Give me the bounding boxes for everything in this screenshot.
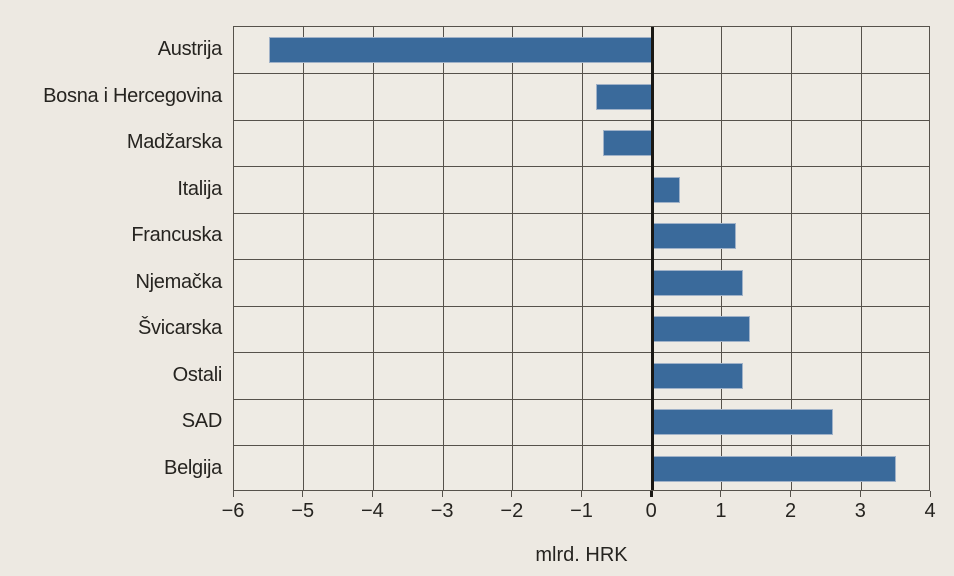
tick-mark-3 xyxy=(859,491,861,497)
tick-mark-0 xyxy=(649,491,653,497)
gridline-x--2 xyxy=(512,27,514,490)
bar-ostali xyxy=(652,362,743,389)
row-separator xyxy=(234,305,929,307)
row-separator xyxy=(234,352,929,353)
category-label-austrija: Austrija xyxy=(157,38,223,61)
tick-label-3: 3 xyxy=(854,500,866,522)
tick-mark--1 xyxy=(581,491,582,497)
tick-mark--2 xyxy=(511,491,513,497)
category-label-francuska: Francuska xyxy=(131,224,222,247)
bar-belgija xyxy=(652,455,897,482)
bar-bosna-i-hercegovina xyxy=(596,83,653,110)
x-axis-label: mlrd. HRK xyxy=(535,544,628,566)
tick-label-4: 4 xyxy=(924,500,936,522)
tick-mark--6 xyxy=(232,491,234,497)
bar-italija xyxy=(652,176,681,203)
gridline-x--1 xyxy=(582,27,583,490)
tick-mark--5 xyxy=(302,491,304,497)
tick-label--6: −6 xyxy=(221,500,245,522)
bar-francuska xyxy=(652,223,736,250)
gridline-x-1 xyxy=(721,27,723,490)
tick-label--5: −5 xyxy=(291,500,315,522)
row-separator xyxy=(234,212,929,214)
bar-vicarska xyxy=(652,316,750,343)
category-label-italija: Italija xyxy=(177,177,222,200)
tick-label--4: −4 xyxy=(360,500,384,522)
row-separator xyxy=(234,259,929,260)
row-separator xyxy=(234,398,929,400)
tick-mark--4 xyxy=(371,491,373,497)
tick-mark-4 xyxy=(929,491,931,497)
plot-area xyxy=(233,26,930,491)
gridline-x-2 xyxy=(791,27,793,490)
tick-label--2: −2 xyxy=(500,500,524,522)
gridline-x--5 xyxy=(303,27,305,490)
tick-label-1: 1 xyxy=(715,500,727,522)
tick-mark-1 xyxy=(720,491,722,497)
bar-sad xyxy=(652,409,834,436)
tick-label--1: −1 xyxy=(570,500,593,522)
category-label-sad: SAD xyxy=(181,410,223,433)
tick-mark--3 xyxy=(441,491,443,497)
category-label-vicarska: Švicarska xyxy=(138,317,222,340)
category-label-belgija: Belgija xyxy=(164,456,222,479)
gridline-x--3 xyxy=(442,27,444,490)
gridline-x-3 xyxy=(860,27,862,490)
tick-label-2: 2 xyxy=(785,500,797,522)
category-label-mad-arska: Madžarska xyxy=(126,131,222,154)
tick-label--3: −3 xyxy=(430,500,454,522)
row-separator xyxy=(234,166,929,167)
category-label-bosna-i-hercegovina: Bosna i Hercegovina xyxy=(43,84,222,107)
bar-njema-ka xyxy=(652,269,743,296)
zero-axis-line xyxy=(650,27,654,490)
category-label-njema-ka: Njemačka xyxy=(135,270,222,293)
bar-austrija xyxy=(268,37,653,64)
row-separator xyxy=(234,445,929,446)
gridline-x--4 xyxy=(372,27,374,490)
row-separator xyxy=(234,119,929,121)
tick-label-0: 0 xyxy=(645,500,657,522)
tick-mark-2 xyxy=(790,491,792,497)
row-separator xyxy=(234,73,929,74)
category-label-ostali: Ostali xyxy=(172,363,223,386)
bar-mad-arska xyxy=(603,130,653,157)
